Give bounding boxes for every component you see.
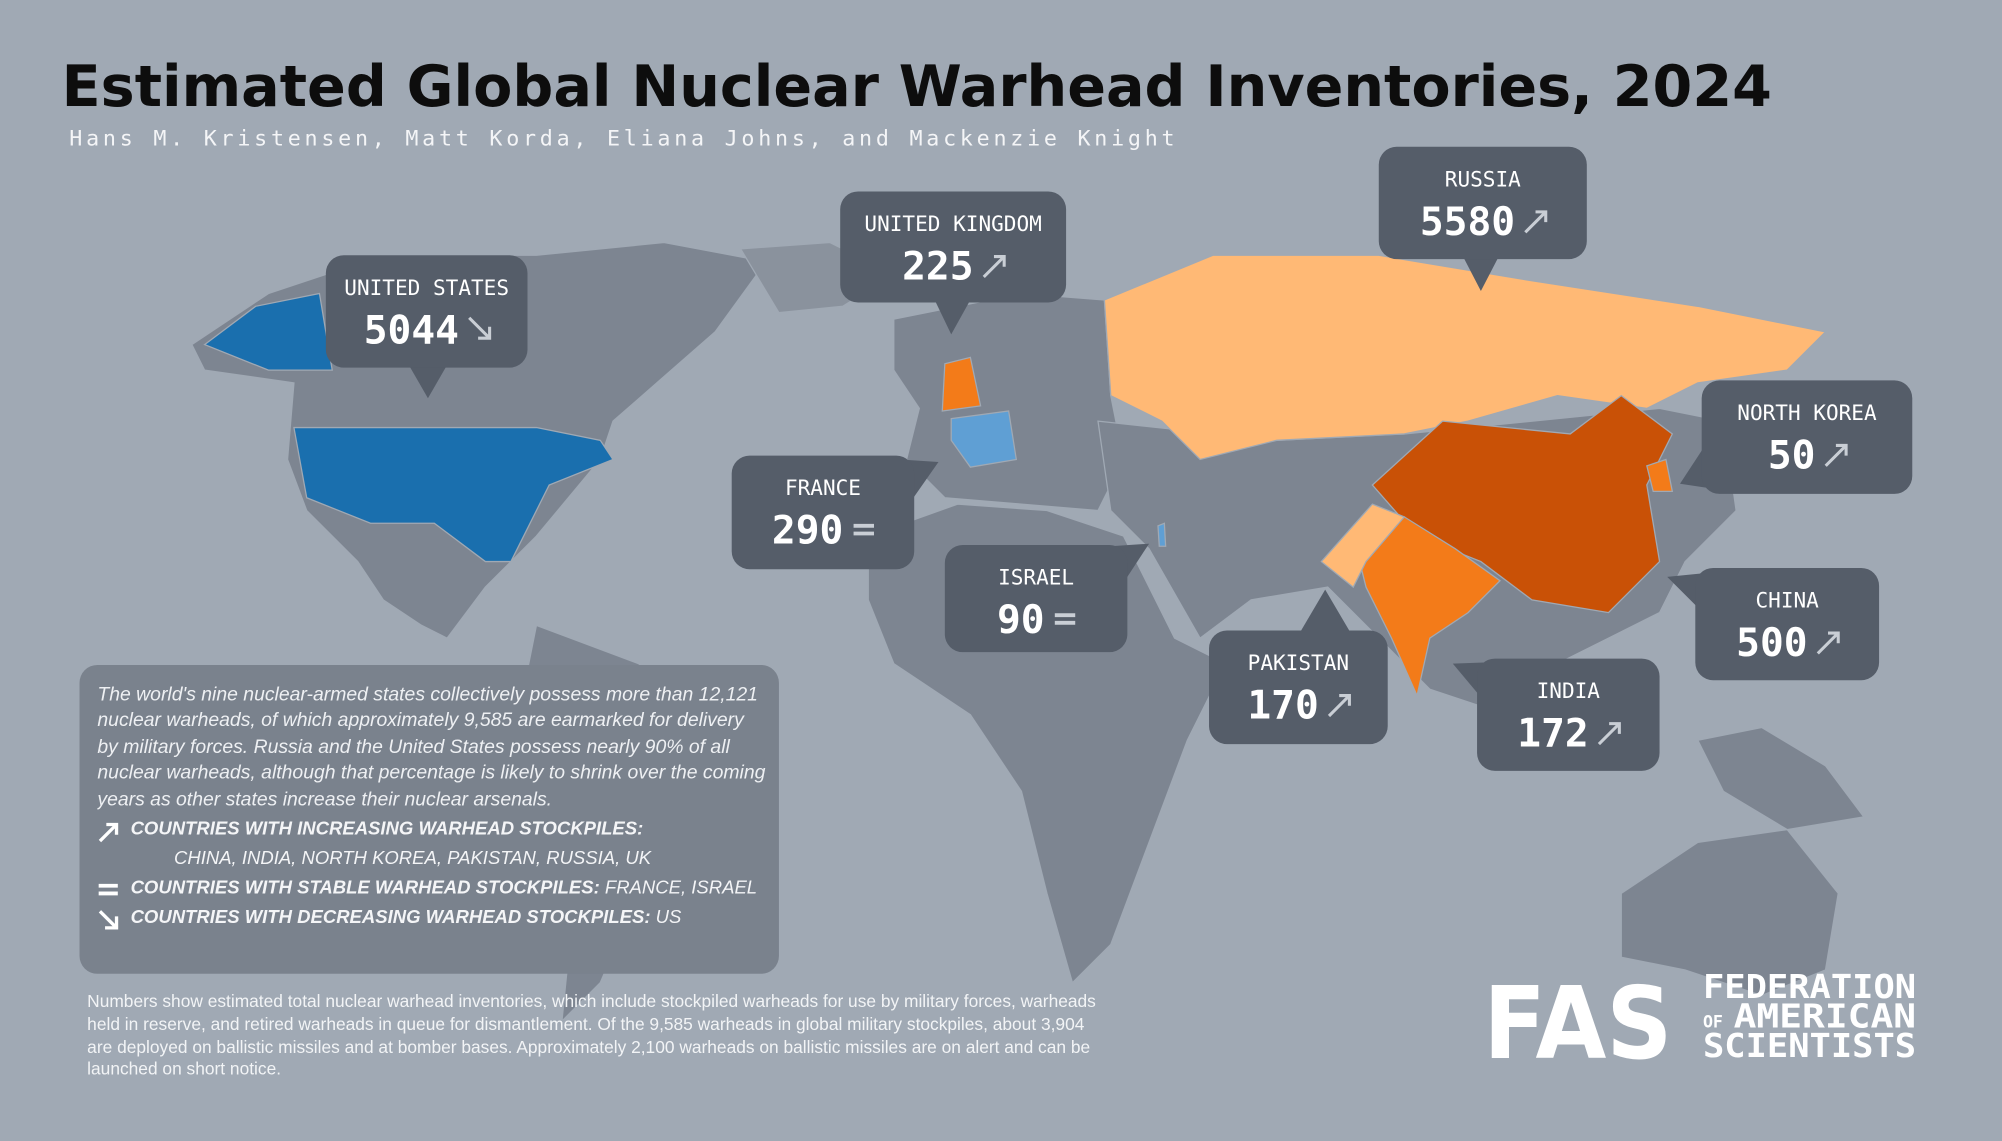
icon-stable xyxy=(98,883,118,896)
icon-decreasing xyxy=(98,910,119,930)
callout-box xyxy=(1695,567,1880,681)
legend-label: COUNTRIES WITH INCREASING WARHEAD STOCKP… xyxy=(130,819,644,840)
callout-tail xyxy=(1299,589,1351,634)
callout-box xyxy=(325,255,528,368)
uk-shape xyxy=(941,356,982,412)
summary-box xyxy=(79,664,779,974)
warhead-count: 5044 xyxy=(364,307,459,353)
warhead-count: 225 xyxy=(902,244,973,290)
trend-icon xyxy=(1824,443,1848,467)
country-callout: UNITED STATES 5044 xyxy=(325,255,528,399)
callout-box xyxy=(1701,380,1913,494)
logo-of: OF xyxy=(1703,1012,1723,1031)
country-name: CHINA xyxy=(1756,588,1820,613)
logo-line: SCIENTISTS xyxy=(1703,1026,1916,1065)
warhead-count: 500 xyxy=(1736,620,1807,666)
title: Estimated Global Nuclear Warhead Invento… xyxy=(62,53,1772,120)
warhead-count: 50 xyxy=(1768,432,1816,478)
country-callout: UNITED KINGDOM 225 xyxy=(840,191,1067,335)
callout-tail xyxy=(1463,256,1499,291)
country-name: INDIA xyxy=(1537,678,1601,703)
country-callout: ISRAEL 90 xyxy=(944,543,1150,653)
trend-icon xyxy=(1597,722,1621,746)
country-name: UNITED KINGDOM xyxy=(864,211,1041,236)
warhead-count: 170 xyxy=(1247,683,1318,729)
legend-increasing: COUNTRIES WITH INCREASING WARHEAD STOCKP… xyxy=(97,816,766,875)
callout-tail xyxy=(934,299,971,335)
legend-label: COUNTRIES WITH STABLE WARHEAD STOCKPILES… xyxy=(130,878,600,899)
united-states-shape xyxy=(293,426,614,563)
callout-box xyxy=(1209,630,1388,745)
warhead-count: 290 xyxy=(772,508,843,554)
north-korea-shape xyxy=(1646,458,1674,493)
logo-line: AMERICAN xyxy=(1734,996,1917,1035)
country-callouts: UNITED STATES 5044 UNITED KINGDOM 225 RUSSIA… xyxy=(325,146,1913,771)
trend-icon xyxy=(1327,694,1351,718)
legend: COUNTRIES WITH INCREASING WARHEAD STOCKP… xyxy=(97,816,766,933)
callout-box xyxy=(840,191,1067,303)
footnote: Numbers show estimated total nuclear war… xyxy=(87,991,1096,1079)
pakistan-shape xyxy=(1320,503,1406,589)
france-shape xyxy=(950,410,1018,468)
israel-shape xyxy=(1157,522,1167,547)
trend-icon xyxy=(853,523,874,536)
country-name: PAKISTAN xyxy=(1248,650,1349,675)
country-callout: PAKISTAN 170 xyxy=(1209,589,1388,745)
europe xyxy=(893,292,1125,512)
trend-icon xyxy=(1054,613,1076,625)
country-name: RUSSIA xyxy=(1445,166,1521,191)
callout-box xyxy=(1477,658,1660,771)
country-callout: RUSSIA 5580 xyxy=(1378,146,1587,291)
warhead-count: 172 xyxy=(1517,711,1588,757)
china-shape xyxy=(1371,394,1674,614)
legend-countries: CHINA, INDIA, NORTH KOREA, PAKISTAN, RUS… xyxy=(173,848,652,870)
legend-countries: US xyxy=(655,907,682,928)
trend-icon xyxy=(468,316,492,340)
callout-tail xyxy=(408,365,448,399)
country-callout: FRANCE 290 xyxy=(731,455,939,570)
warhead-count: 90 xyxy=(997,597,1045,643)
icon-increasing xyxy=(98,822,119,843)
legend-countries: FRANCE, ISRAEL xyxy=(604,878,758,899)
country-name: ISRAEL xyxy=(998,565,1074,590)
footnote-area: Numbers show estimated total nuclear war… xyxy=(87,991,1096,1079)
country-callout: CHINA 500 xyxy=(1667,567,1880,681)
logo-mark: FAS xyxy=(1483,967,1672,1082)
summary-text: The world's nine nuclear-armed states co… xyxy=(97,684,766,810)
legend-stable: COUNTRIES WITH STABLE WARHEAD STOCKPILES… xyxy=(97,874,766,903)
trend-icon xyxy=(1816,631,1840,655)
callout-box xyxy=(1378,146,1587,260)
callout-box xyxy=(944,544,1128,653)
world-map xyxy=(191,241,1865,1023)
country-name: NORTH KOREA xyxy=(1737,400,1877,425)
summary-content: The world's nine nuclear-armed states co… xyxy=(97,683,766,933)
warhead-count: 5580 xyxy=(1420,199,1515,245)
trend-icon xyxy=(1524,210,1548,234)
callout-box xyxy=(731,455,915,570)
country-name: UNITED STATES xyxy=(344,275,509,300)
logo-line: FEDERATION xyxy=(1703,967,1916,1006)
country-callout: NORTH KOREA 50 xyxy=(1679,380,1913,494)
trend-icon xyxy=(982,255,1006,279)
india-shape xyxy=(1352,516,1502,698)
summary-area: The world's nine nuclear-armed states co… xyxy=(97,683,766,933)
legend-label: COUNTRIES WITH DECREASING WARHEAD STOCKP… xyxy=(130,907,651,928)
southeast-asia xyxy=(1696,726,1865,831)
australia xyxy=(1620,828,1839,997)
country-name: FRANCE xyxy=(785,475,861,500)
country-callout: INDIA 172 xyxy=(1452,658,1660,771)
fas-logo: FAS FEDERATION OF AMERICAN SCIENTISTS xyxy=(1483,967,1916,1082)
legend-decreasing: COUNTRIES WITH DECREASING WARHEAD STOCKP… xyxy=(97,904,766,933)
